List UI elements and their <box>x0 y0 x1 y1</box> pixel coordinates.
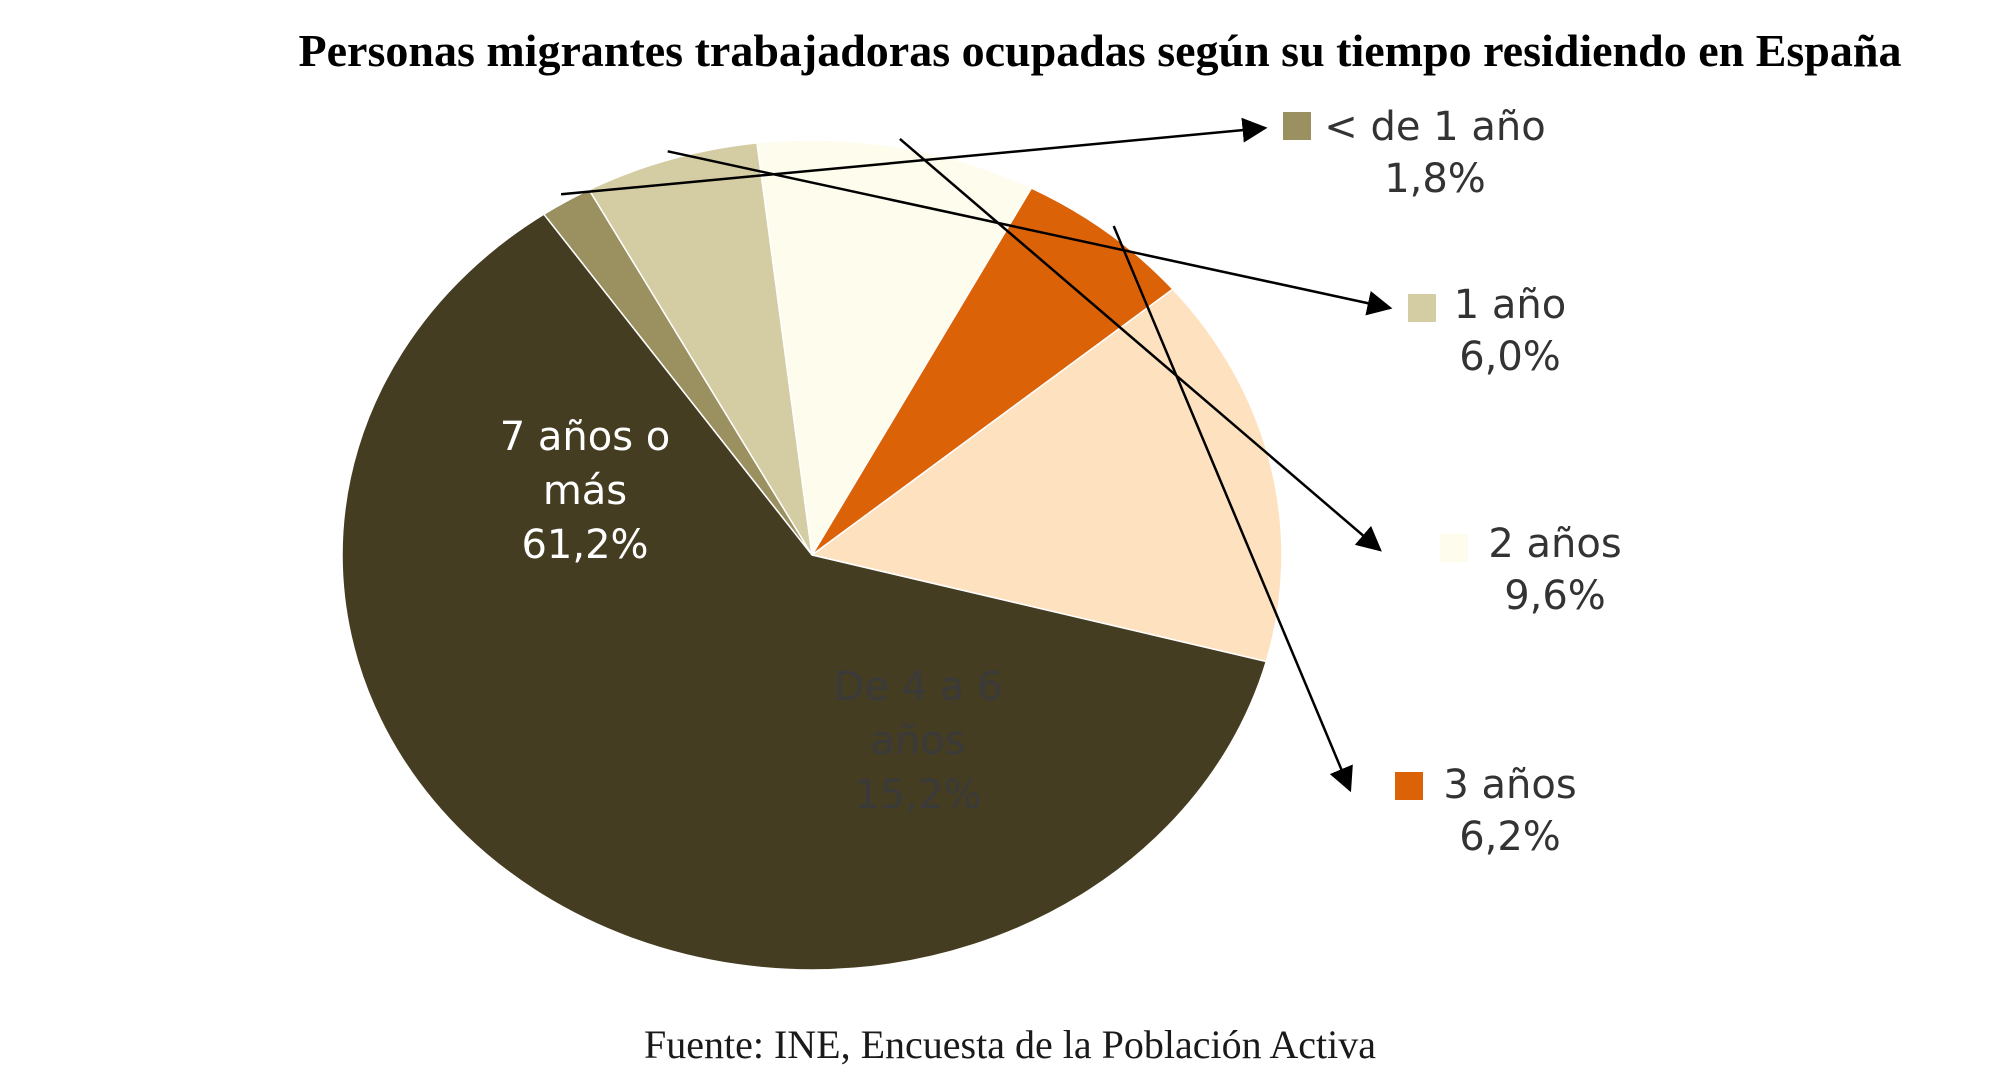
callout-arrow-2-anos <box>899 137 1382 552</box>
slice-label-7-anos-o-mas: 7 años o más 61,2% <box>500 414 671 568</box>
legend-swatch-1-ano <box>1408 294 1436 322</box>
callout-value-3-anos: 6,2% <box>1459 814 1561 860</box>
legend-swatch-2-anos <box>1440 534 1468 562</box>
slice-7-anos-o-mas <box>341 213 1268 971</box>
callout-arrow-de-1-ano <box>560 117 1268 196</box>
slice-2-anos <box>756 139 1033 558</box>
callout-value-de-1-ano: 1,8% <box>1384 156 1486 202</box>
pie-slices <box>341 139 1283 971</box>
callout-arrow-1-ano <box>667 150 1393 316</box>
callout-value-2-anos: 9,6% <box>1504 573 1606 619</box>
callout-labels: < de 1 año 1,8% 1 año 6,0% 2 años 9,6% 3 años 6… <box>560 104 1622 860</box>
callout-label-de-1-ano: < de 1 año <box>1324 104 1545 150</box>
slice-3-anos <box>811 187 1175 556</box>
slice-label-de-4-a-6-anos: De 4 a 6 años 15,2% <box>834 664 1003 818</box>
legend-swatch-3-anos <box>1395 772 1423 800</box>
inside-labels: De 4 a 6 años 15,2% 7 años o más 61,2% <box>500 414 1003 818</box>
callout-arrow-3-anos <box>1112 225 1353 793</box>
callout-label-3-anos: 3 años <box>1443 762 1576 808</box>
chart-title: Personas migrantes trabajadoras ocupadas… <box>299 25 1902 76</box>
legend-swatch-de-1-ano <box>1283 112 1311 140</box>
callout-value-1-ano: 6,0% <box>1459 334 1561 380</box>
slice-1-ano <box>587 142 813 556</box>
callout-label-1-ano: 1 año <box>1454 282 1567 328</box>
callout-label-2-anos: 2 años <box>1488 521 1621 567</box>
chart-source: Fuente: INE, Encuesta de la Población Ac… <box>644 1022 1376 1067</box>
